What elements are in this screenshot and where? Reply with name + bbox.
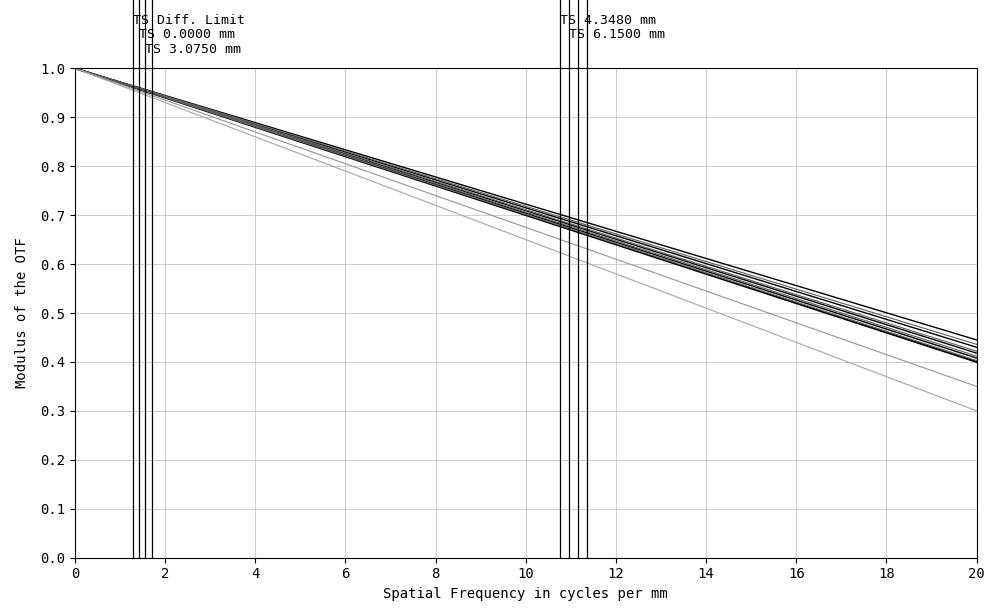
Text: TS 0.0000 mm: TS 0.0000 mm	[139, 28, 235, 41]
Text: TS Diff. Limit: TS Diff. Limit	[133, 14, 245, 26]
Y-axis label: Modulus of the OTF: Modulus of the OTF	[15, 238, 29, 389]
X-axis label: Spatial Frequency in cycles per mm: Spatial Frequency in cycles per mm	[383, 587, 668, 601]
Text: TS 3.0750 mm: TS 3.0750 mm	[145, 43, 241, 56]
Text: TS 6.1500 mm: TS 6.1500 mm	[569, 28, 665, 41]
Text: TS 4.3480 mm: TS 4.3480 mm	[560, 14, 656, 26]
